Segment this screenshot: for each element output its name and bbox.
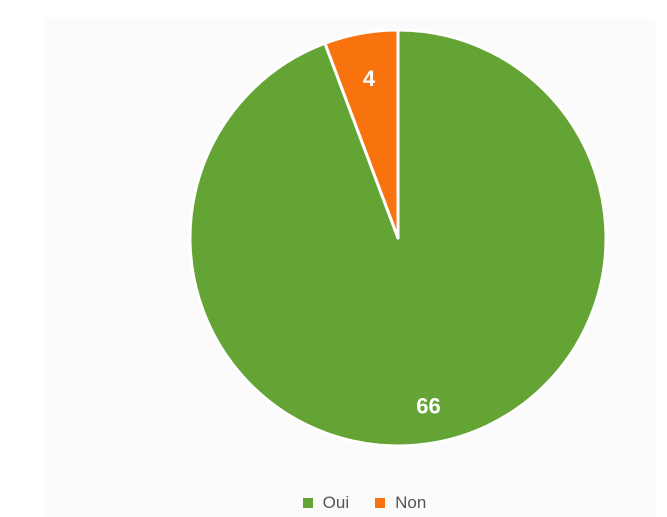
legend-swatch-non: [375, 498, 386, 508]
pie-slice-non[interactable]: [323, 28, 400, 240]
legend-item-oui[interactable]: Oui: [302, 493, 350, 513]
slice-value-label-oui: 66: [416, 393, 440, 418]
legend-item-non[interactable]: Non: [375, 493, 426, 513]
legend-swatch-oui: [302, 498, 313, 508]
legend: Oui Non: [0, 493, 667, 513]
slice-value-label-non: 4: [363, 66, 376, 91]
legend-label-oui: Oui: [322, 493, 350, 512]
legend-label-non: Non: [395, 493, 427, 512]
